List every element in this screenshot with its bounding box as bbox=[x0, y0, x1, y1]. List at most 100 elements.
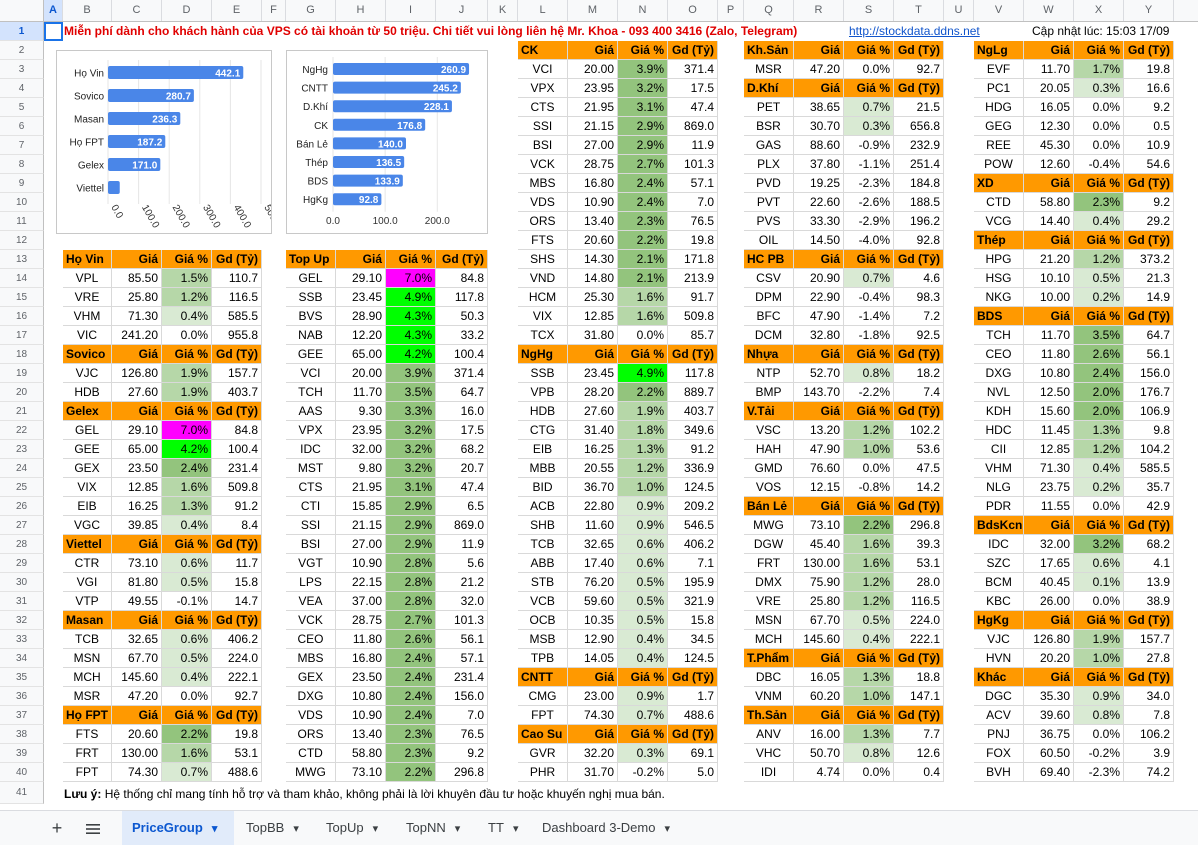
price-cell[interactable]: 74.30 bbox=[112, 763, 162, 782]
price-cell[interactable]: 58.80 bbox=[336, 744, 386, 763]
pct-cell[interactable]: 0.8% bbox=[844, 364, 894, 383]
volume-cell[interactable]: 124.5 bbox=[668, 478, 718, 497]
group-header-hgkg[interactable]: HgKg bbox=[974, 611, 1024, 630]
group-header-top-up[interactable]: Top Up bbox=[286, 250, 336, 269]
ticker-cell[interactable]: IDI bbox=[744, 763, 794, 782]
price-cell[interactable]: 22.15 bbox=[336, 573, 386, 592]
column-header-m[interactable]: M bbox=[568, 0, 618, 21]
ticker-cell[interactable]: PVS bbox=[744, 212, 794, 231]
ticker-cell[interactable]: CEO bbox=[286, 630, 336, 649]
pct-cell[interactable]: 2.3% bbox=[386, 725, 436, 744]
pct-cell[interactable]: 1.2% bbox=[162, 288, 212, 307]
volume-cell[interactable]: 296.8 bbox=[894, 516, 944, 535]
ticker-cell[interactable]: CTD bbox=[286, 744, 336, 763]
price-cell[interactable]: 45.30 bbox=[1024, 136, 1074, 155]
row-header-7[interactable]: 7 bbox=[0, 136, 44, 155]
pct-header[interactable]: Giá % bbox=[162, 402, 212, 421]
ticker-cell[interactable]: REE bbox=[974, 136, 1024, 155]
group-header-th-s-n[interactable]: Th.Sản bbox=[744, 706, 794, 725]
ticker-cell[interactable]: HDB bbox=[518, 402, 568, 421]
active-cell-a1[interactable] bbox=[44, 22, 63, 41]
pct-cell[interactable]: 1.9% bbox=[162, 364, 212, 383]
ticker-cell[interactable]: BSR bbox=[744, 117, 794, 136]
price-cell[interactable]: 14.30 bbox=[568, 250, 618, 269]
pct-cell[interactable]: 0.0% bbox=[162, 687, 212, 706]
price-cell[interactable]: 10.90 bbox=[336, 554, 386, 573]
volume-cell[interactable]: 14.9 bbox=[1124, 288, 1174, 307]
price-cell[interactable]: 71.30 bbox=[112, 307, 162, 326]
pct-cell[interactable]: 1.3% bbox=[162, 497, 212, 516]
caret-down-icon[interactable]: ▾ bbox=[661, 823, 671, 835]
pct-cell[interactable]: 2.0% bbox=[1074, 383, 1124, 402]
ticker-cell[interactable]: VHM bbox=[63, 307, 112, 326]
volume-cell[interactable]: 5.0 bbox=[668, 763, 718, 782]
column-header-d[interactable]: D bbox=[162, 0, 212, 21]
price-cell[interactable]: 75.90 bbox=[794, 573, 844, 592]
price-cell[interactable]: 22.60 bbox=[794, 193, 844, 212]
price-cell[interactable]: 21.15 bbox=[568, 117, 618, 136]
price-cell[interactable]: 31.70 bbox=[568, 763, 618, 782]
group-header-hc-pb[interactable]: HC PB bbox=[744, 250, 794, 269]
price-cell[interactable]: 15.60 bbox=[1024, 402, 1074, 421]
column-header-t[interactable]: T bbox=[894, 0, 944, 21]
pct-cell[interactable]: 0.0% bbox=[1074, 98, 1124, 117]
ticker-cell[interactable]: TCB bbox=[63, 630, 112, 649]
price-cell[interactable]: 31.80 bbox=[568, 326, 618, 345]
row-header-26[interactable]: 26 bbox=[0, 497, 44, 516]
ticker-cell[interactable]: CEO bbox=[974, 345, 1024, 364]
ticker-cell[interactable]: SSI bbox=[286, 516, 336, 535]
row-header-17[interactable]: 17 bbox=[0, 326, 44, 345]
ticker-cell[interactable]: MBS bbox=[518, 174, 568, 193]
ticker-cell[interactable]: IDC bbox=[974, 535, 1024, 554]
pct-cell[interactable]: 4.2% bbox=[386, 345, 436, 364]
ticker-cell[interactable]: KDH bbox=[974, 402, 1024, 421]
group-header-cao-su[interactable]: Cao Su bbox=[518, 725, 568, 744]
pct-cell[interactable]: 1.6% bbox=[618, 307, 668, 326]
volume-cell[interactable]: 21.3 bbox=[1124, 269, 1174, 288]
price-cell[interactable]: 47.90 bbox=[794, 307, 844, 326]
price-cell[interactable]: 126.80 bbox=[112, 364, 162, 383]
volume-header[interactable]: Gd (Tỷ) bbox=[894, 250, 944, 269]
volume-cell[interactable]: 27.8 bbox=[1124, 649, 1174, 668]
volume-cell[interactable]: 3.9 bbox=[1124, 744, 1174, 763]
ticker-cell[interactable]: GVR bbox=[518, 744, 568, 763]
volume-cell[interactable]: 406.2 bbox=[668, 535, 718, 554]
volume-cell[interactable]: 7.0 bbox=[436, 706, 488, 725]
pct-cell[interactable]: 2.0% bbox=[1074, 402, 1124, 421]
pct-cell[interactable]: 0.7% bbox=[844, 269, 894, 288]
group-header-bdskcn[interactable]: BdsKcn bbox=[974, 516, 1024, 535]
price-cell[interactable]: 32.00 bbox=[336, 440, 386, 459]
pct-cell[interactable]: 3.2% bbox=[1074, 535, 1124, 554]
price-cell[interactable]: 22.90 bbox=[794, 288, 844, 307]
price-cell[interactable]: 27.00 bbox=[336, 535, 386, 554]
pct-header[interactable]: Giá % bbox=[1074, 611, 1124, 630]
price-cell[interactable]: 12.50 bbox=[1024, 383, 1074, 402]
volume-cell[interactable]: 188.5 bbox=[894, 193, 944, 212]
price-cell[interactable]: 16.25 bbox=[568, 440, 618, 459]
pct-cell[interactable]: -4.0% bbox=[844, 231, 894, 250]
pct-cell[interactable]: 0.0% bbox=[162, 326, 212, 345]
pct-cell[interactable]: 1.2% bbox=[1074, 250, 1124, 269]
volume-header[interactable]: Gd (Tỷ) bbox=[668, 345, 718, 364]
price-cell[interactable]: 45.40 bbox=[794, 535, 844, 554]
pct-header[interactable]: Giá % bbox=[618, 725, 668, 744]
price-cell[interactable]: 33.30 bbox=[794, 212, 844, 231]
pct-cell[interactable]: 3.9% bbox=[618, 60, 668, 79]
ticker-cell[interactable]: VGC bbox=[63, 516, 112, 535]
pct-header[interactable]: Giá % bbox=[162, 250, 212, 269]
site-link[interactable]: http://stockdata.ddns.net bbox=[849, 24, 980, 38]
pct-cell[interactable]: 0.6% bbox=[162, 630, 212, 649]
ticker-cell[interactable]: BMP bbox=[744, 383, 794, 402]
pct-cell[interactable]: 1.9% bbox=[162, 383, 212, 402]
price-cell[interactable]: 145.60 bbox=[112, 668, 162, 687]
price-cell[interactable]: 88.60 bbox=[794, 136, 844, 155]
ticker-cell[interactable]: GEE bbox=[63, 440, 112, 459]
ticker-cell[interactable]: MBB bbox=[518, 459, 568, 478]
pct-header[interactable]: Giá % bbox=[844, 79, 894, 98]
volume-cell[interactable]: 13.9 bbox=[1124, 573, 1174, 592]
volume-cell[interactable]: 213.9 bbox=[668, 269, 718, 288]
ticker-cell[interactable]: VJC bbox=[974, 630, 1024, 649]
volume-cell[interactable]: 20.7 bbox=[436, 459, 488, 478]
price-cell[interactable]: 20.05 bbox=[1024, 79, 1074, 98]
volume-cell[interactable]: 955.8 bbox=[212, 326, 262, 345]
